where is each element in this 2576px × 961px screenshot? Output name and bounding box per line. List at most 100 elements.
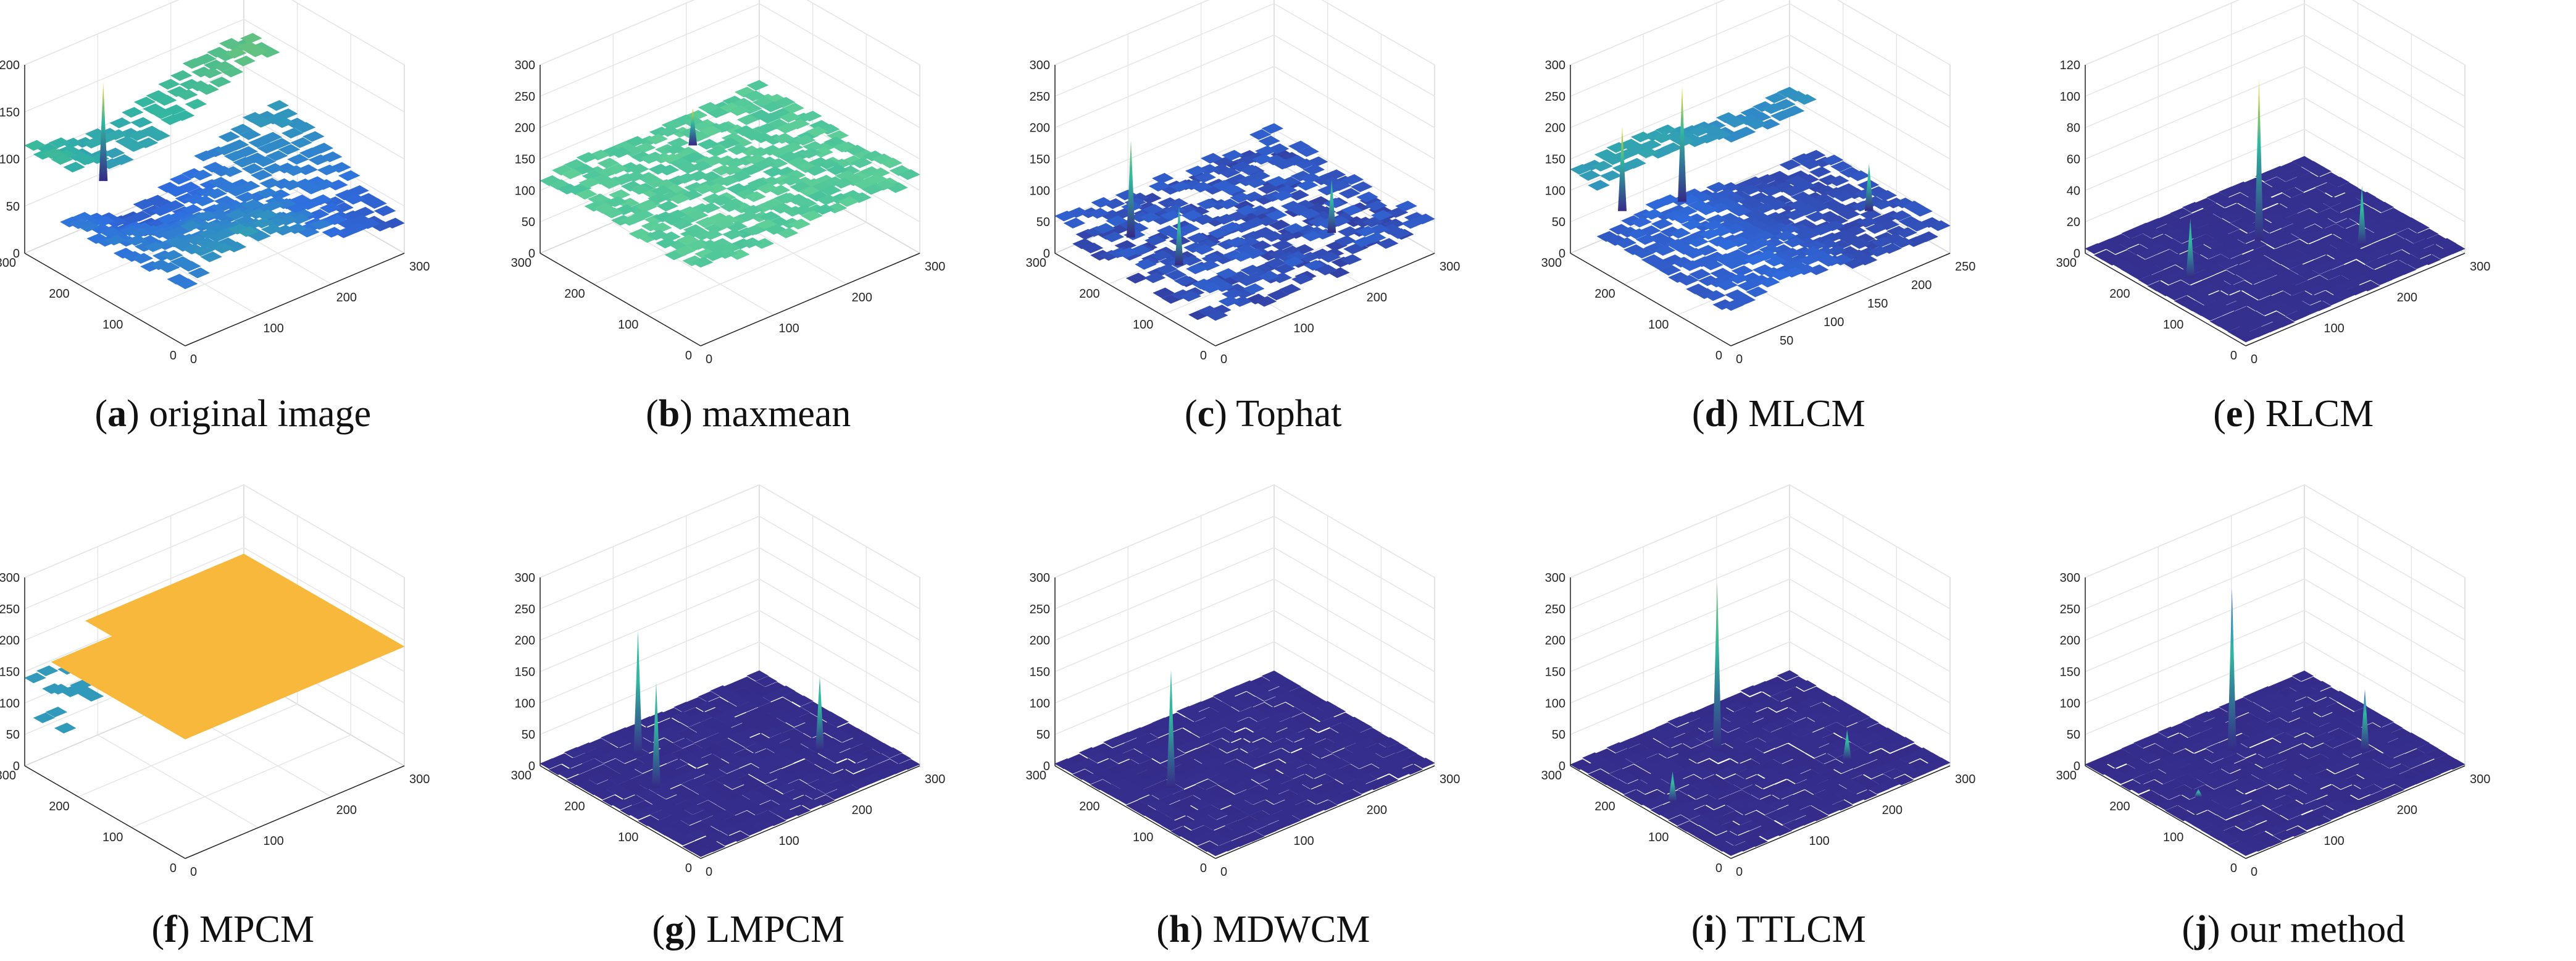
x-tick-label: 100 xyxy=(263,834,283,848)
surface-patch xyxy=(1170,181,1192,192)
y-tick-label: 0 xyxy=(1200,349,1207,363)
peak xyxy=(652,682,661,788)
surface-patch xyxy=(1298,208,1321,220)
surface-patch xyxy=(1635,783,1658,794)
surface-patch xyxy=(694,737,716,749)
surface-patch xyxy=(1207,227,1230,239)
y-tick-label: 200 xyxy=(564,287,585,301)
surface-patch xyxy=(2309,166,2332,177)
surface-patch xyxy=(2156,799,2178,811)
x-tick-label: 200 xyxy=(2397,291,2417,304)
surface-patch xyxy=(2106,757,2128,768)
surface-patch xyxy=(791,695,814,707)
y-tick-label: 100 xyxy=(1133,831,1153,844)
caption-text: ) LMPCM xyxy=(684,909,844,951)
surface-patch xyxy=(1754,742,1777,753)
x-tick-label: 150 xyxy=(1867,297,1888,311)
surface-patch xyxy=(1617,773,1640,784)
surface-patch xyxy=(2416,743,2439,754)
surface-patch xyxy=(2294,181,2316,192)
surface-patch xyxy=(1214,214,1236,225)
surface-patch xyxy=(1725,117,1747,128)
x-axis-line xyxy=(1730,765,1951,859)
z-tick-label: 0 xyxy=(1043,760,1050,773)
surface-patch xyxy=(185,98,207,110)
surface-patch xyxy=(561,757,583,769)
surface-patch xyxy=(2186,804,2208,815)
surface-patch xyxy=(1875,190,1897,201)
y-axis-line xyxy=(24,765,186,859)
surface-patch xyxy=(614,788,636,799)
surface-patch xyxy=(2364,258,2387,270)
surface-patch xyxy=(749,794,772,805)
surface-patch xyxy=(122,107,144,118)
surface-patch xyxy=(783,752,806,763)
surface-patch xyxy=(1682,737,1704,749)
surface-patch xyxy=(725,221,748,232)
surface-patch xyxy=(2276,304,2298,316)
surface-patch xyxy=(651,185,673,196)
y-tick-label: 100 xyxy=(1133,318,1153,332)
surface-patch xyxy=(127,130,149,141)
surface-patch xyxy=(779,112,801,123)
caption-text: ) RLCM xyxy=(2243,393,2374,435)
gridline xyxy=(131,734,351,828)
caption-open: ( xyxy=(1692,393,1705,435)
surface-patch xyxy=(576,152,598,163)
surface-patch xyxy=(756,773,778,784)
surface-patch xyxy=(1352,237,1375,248)
surface-patch xyxy=(1160,210,1182,221)
surface-patch xyxy=(1758,829,1780,841)
z-tick-label: 200 xyxy=(515,122,535,135)
peak xyxy=(1843,729,1852,760)
surface-patch xyxy=(561,168,583,180)
surface-patch xyxy=(1843,258,1865,269)
z-tick-label: 100 xyxy=(1545,697,1565,710)
surface-patch xyxy=(1054,211,1077,222)
surface-patch xyxy=(697,138,719,150)
surface-patch xyxy=(679,716,701,728)
surface-patch xyxy=(319,202,342,214)
z-tick-label: 200 xyxy=(0,634,20,648)
surface-patch xyxy=(2243,274,2266,285)
z-tick-label: 200 xyxy=(1030,634,1050,648)
surface-patch xyxy=(1264,258,1287,269)
peak xyxy=(2194,789,2203,797)
surface-patch xyxy=(793,135,816,146)
surface-patch xyxy=(1786,773,1809,784)
surface-patch xyxy=(66,682,89,694)
peak xyxy=(633,631,643,755)
surface-patch xyxy=(257,143,280,154)
surface-patch xyxy=(1635,234,1658,245)
panel-caption: (a) original image xyxy=(94,393,371,435)
surface-patch xyxy=(671,219,693,230)
surface-patch xyxy=(1186,232,1209,243)
surface-patch xyxy=(1699,229,1721,240)
surface-patch xyxy=(81,690,104,702)
surface-patch xyxy=(826,752,848,763)
surface-patch xyxy=(156,214,178,225)
y-tick-label: 200 xyxy=(1079,800,1099,813)
surface-patch xyxy=(2268,778,2290,789)
surface-patch xyxy=(1152,172,1174,184)
surface-patch xyxy=(802,141,825,152)
surface-patch xyxy=(609,737,631,748)
surface-patch xyxy=(1164,269,1187,280)
surface-patch xyxy=(251,117,273,128)
surface-patch xyxy=(1262,231,1285,242)
surface-patch xyxy=(2273,830,2295,841)
surface-patch xyxy=(1721,300,1744,311)
surface-patch xyxy=(2349,788,2372,800)
surface-patch xyxy=(748,147,770,158)
surface-patch xyxy=(42,148,64,159)
surface-patch xyxy=(744,191,766,203)
surface-patch xyxy=(1255,145,1277,157)
surface-patch xyxy=(24,140,46,151)
surface-patch xyxy=(685,732,707,743)
surface-patch xyxy=(267,100,289,111)
peak xyxy=(2357,185,2367,246)
surface-patch xyxy=(1774,813,1796,825)
x-tick-label: 200 xyxy=(1882,804,1903,817)
surface-patch xyxy=(1279,283,1301,295)
surface-patch xyxy=(736,114,759,125)
